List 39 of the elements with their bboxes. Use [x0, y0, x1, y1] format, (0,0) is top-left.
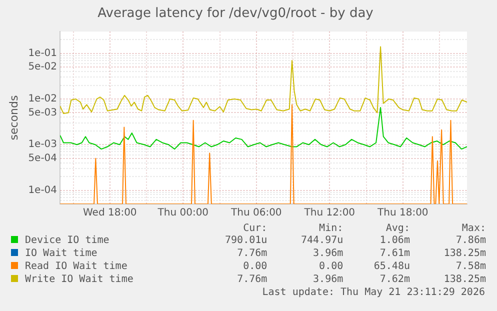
y-tick-label: 5e-02 — [28, 62, 58, 73]
x-tick-label: Thu 06:00 — [230, 208, 282, 219]
text: Last update: Thu May 21 23:11:29 2026 — [261, 286, 486, 299]
text: 7.61m — [378, 247, 410, 260]
text: 0.00 — [242, 260, 268, 273]
y-axis-title: seconds — [7, 95, 20, 140]
y-tick-label: 5e-03 — [28, 107, 58, 118]
text: 138.25m — [442, 247, 486, 260]
legend-label: IO Wait time — [24, 247, 98, 260]
text: Max: — [460, 222, 486, 234]
text: 7.86m — [454, 234, 486, 247]
text: 3.96m — [312, 247, 344, 260]
y-tick-label: 1e-01 — [28, 48, 58, 59]
legend-label: Write IO Wait time — [24, 273, 134, 286]
text: 7.62m — [378, 273, 410, 286]
text: Cur: — [242, 222, 268, 234]
text: 3.96m — [312, 273, 344, 286]
legend-label: Device IO time — [24, 234, 110, 247]
text: Avg: — [384, 222, 410, 234]
text: 7.58m — [454, 260, 486, 273]
x-tick-label: Thu 18:00 — [376, 208, 428, 219]
text: 138.25m — [442, 273, 486, 286]
text: 7.76m — [236, 273, 268, 286]
x-tick-label: Thu 00:00 — [156, 208, 209, 219]
y-tick-label: 1e-03 — [28, 139, 58, 150]
text: 1.06m — [378, 234, 410, 247]
legend-label: Read IO Wait time — [24, 260, 128, 273]
text: 744.97u — [300, 234, 344, 247]
x-tick-label: Thu 12:00 — [303, 208, 356, 219]
x-tick-label: Wed 18:00 — [82, 208, 137, 219]
text: 790.01u — [224, 234, 268, 247]
text: 7.76m — [236, 247, 268, 260]
y-tick-label: 5e-04 — [28, 152, 58, 164]
text: 65.48u — [372, 260, 410, 273]
text: 0.00 — [318, 260, 344, 273]
y-tick-label: 1e-04 — [28, 184, 58, 196]
text: Min: — [318, 222, 344, 234]
chart-title: Average latency for /dev/vg0/root - by day — [98, 6, 374, 22]
y-tick-label: 1e-02 — [28, 94, 58, 105]
